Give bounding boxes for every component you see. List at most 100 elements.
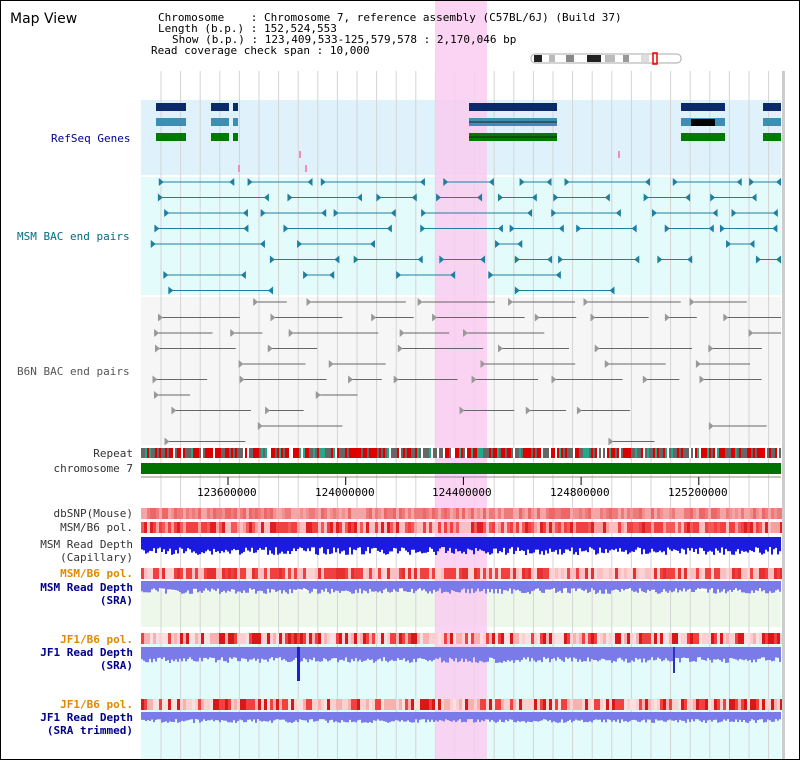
b6n-bac-end <box>480 360 486 368</box>
track-label-msm-read-depth-sra[interactable]: MSM Read Depth <box>40 581 133 594</box>
jf1-trimmed-depth-bar <box>299 712 301 720</box>
jf1-sra-depth-bar <box>187 647 189 660</box>
track-label-jf1-read-depth-sra[interactable]: JF1 Read Depth <box>40 646 133 659</box>
jf1-trimmed-depth-bar <box>235 712 237 723</box>
polymorphism-density <box>153 522 156 533</box>
jf1-sra-depth-bar <box>581 647 583 662</box>
msm-sra-depth-bar <box>245 581 247 593</box>
track-label-msm-read-depth-capillary[interactable]: MSM Read Depth <box>40 538 133 551</box>
jf1-trimmed-depth-bar <box>453 712 455 721</box>
msm-bac-end <box>303 271 309 279</box>
track-label-b6n-bac[interactable]: B6N BAC end pairs <box>17 365 130 378</box>
repeat-element <box>489 448 491 458</box>
polymorphism-density <box>531 633 534 644</box>
jf1-sra-depth-bar <box>737 647 739 661</box>
jf1-trimmed-depth-bar <box>223 712 225 721</box>
polymorphism-density <box>495 508 498 519</box>
polymorphism-density <box>162 699 165 710</box>
polymorphism-density <box>582 522 585 533</box>
msm-sra-depth-bar <box>721 581 723 592</box>
repeat-element <box>193 448 195 458</box>
polymorphism-density <box>192 508 195 519</box>
repeat-element <box>547 448 549 458</box>
polymorphism-density <box>297 568 300 579</box>
b6n-bac-end <box>393 375 399 384</box>
polymorphism-density <box>723 508 726 519</box>
polymorphism-density <box>144 522 147 533</box>
polymorphism-density <box>231 522 234 533</box>
msm-sra-depth-bar <box>653 581 655 590</box>
track-label-msm-bac[interactable]: MSM BAC end pairs <box>17 230 130 243</box>
polymorphism-density <box>282 508 285 519</box>
polymorphism-density <box>186 633 189 644</box>
polymorphism-density <box>417 508 420 519</box>
polymorphism-density <box>552 633 555 644</box>
jf1-trimmed-depth-bar <box>291 712 293 723</box>
polymorphism-density <box>702 568 705 579</box>
jf1-sra-depth-bar <box>335 647 337 659</box>
polymorphism-density <box>357 699 360 710</box>
jf1-sra-depth-bar <box>343 647 345 661</box>
msm-sra-depth-bar <box>397 581 399 592</box>
polymorphism-density <box>771 568 774 579</box>
jf1-trimmed-depth-bar <box>523 712 525 722</box>
polymorphism-density <box>525 699 528 710</box>
jf1-trimmed-depth-bar <box>367 712 369 723</box>
track-label-dbsnp[interactable]: dbSNP(Mouse) <box>53 507 133 520</box>
polymorphism-density <box>591 522 594 533</box>
polymorphism-density <box>354 568 357 579</box>
polymorphism-density <box>672 508 675 519</box>
track-label-jf1-read-depth-trimmed[interactable]: JF1 Read Depth <box>40 711 133 724</box>
jf1-trimmed-depth-bar <box>329 712 331 721</box>
polymorphism-density <box>432 508 435 519</box>
polymorphism-density <box>291 508 294 519</box>
msm-capillary-depth-bar <box>175 537 177 551</box>
jf1-sra-depth-bar <box>257 647 259 659</box>
polymorphism-density <box>669 568 672 579</box>
jf1-trimmed-depth-bar <box>647 712 649 720</box>
polymorphism-density <box>429 699 432 710</box>
polymorphism-density <box>483 699 486 710</box>
track-label-refseq[interactable]: RefSeq Genes <box>51 132 131 145</box>
jf1-sra-depth-bar <box>577 647 579 662</box>
repeat-element <box>451 448 453 458</box>
polymorphism-density <box>708 508 711 519</box>
polymorphism-density <box>213 568 216 579</box>
polymorphism-density <box>474 699 477 710</box>
polymorphism-density <box>651 699 654 710</box>
polymorphism-density <box>360 522 363 533</box>
polymorphism-density <box>582 508 585 519</box>
repeat-element <box>445 448 447 458</box>
polymorphism-density <box>156 508 159 519</box>
msm-capillary-depth-bar <box>317 537 319 555</box>
jf1-trimmed-depth-bar <box>773 712 775 722</box>
track-label-repeat[interactable]: Repeat <box>93 447 133 460</box>
b6n-bac-end <box>590 313 596 322</box>
polymorphism-density <box>429 522 432 533</box>
msm-sra-depth-bar <box>387 581 389 592</box>
track-label-chromosome[interactable]: chromosome 7 <box>53 462 133 475</box>
polymorphism-density <box>297 522 300 533</box>
jf1-trimmed-depth-bar <box>499 712 501 720</box>
polymorphism-density <box>570 633 573 644</box>
polymorphism-density <box>198 508 201 519</box>
track-label-msm-b6-pol-1[interactable]: MSM/B6 pol. <box>60 521 133 534</box>
track-label-jf1-b6-pol-2[interactable]: JF1/B6 pol. <box>60 698 133 711</box>
track-label-jf1-b6-pol-1[interactable]: JF1/B6 pol. <box>60 633 133 646</box>
msm-capillary-depth-bar <box>777 537 779 555</box>
polymorphism-density <box>336 508 339 519</box>
jf1-sra-depth-bar <box>379 647 381 659</box>
repeat-element <box>701 448 703 458</box>
msm-bac-end <box>643 193 649 202</box>
msm-capillary-depth-bar <box>745 537 747 552</box>
msm-sra-depth-bar <box>615 581 617 590</box>
msm-sra-depth-bar <box>531 581 533 592</box>
jf1-sra-depth-bar <box>611 647 613 663</box>
track-label-msm-b6-pol-2[interactable]: MSM/B6 pol. <box>60 567 133 580</box>
msm-capillary-depth-bar <box>711 537 713 552</box>
polymorphism-density <box>762 568 765 579</box>
msm-capillary-depth-bar <box>529 537 531 554</box>
polymorphism-density <box>645 522 648 533</box>
msm-capillary-depth-bar <box>299 537 301 548</box>
